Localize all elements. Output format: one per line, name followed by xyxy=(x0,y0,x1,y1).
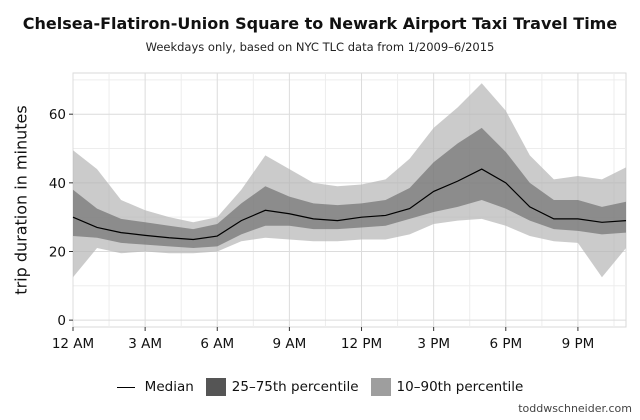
chart-title: Chelsea-Flatiron-Union Square to Newark … xyxy=(22,14,618,33)
x-tick-label: 12 AM xyxy=(52,336,94,352)
legend-label-median: Median xyxy=(144,379,194,395)
x-tick-label: 3 AM xyxy=(128,336,162,352)
y-axis: 0 20 40 60 xyxy=(49,107,73,329)
series-line-median xyxy=(72,168,627,241)
legend-item-iqr: 25–75th percentile xyxy=(205,378,359,396)
band-25-75th-percentile xyxy=(73,127,626,249)
x-axis: 12 AM 3 AM 6 AM 9 AM 12 PM 3 PM 6 PM 9 PM xyxy=(52,327,594,352)
legend-swatch-p10-90 xyxy=(370,378,391,396)
x-tick-label: 12 PM xyxy=(341,336,382,352)
legend: Median 25–75th percentile 10–90th percen… xyxy=(0,378,640,396)
legend-item-median: Median xyxy=(116,379,194,395)
bands xyxy=(73,83,626,278)
x-tick-label: 6 AM xyxy=(200,336,234,352)
x-tick-label: 9 PM xyxy=(562,336,595,352)
x-tick-label: 6 PM xyxy=(489,336,522,352)
legend-item-p10-90: 10–90th percentile xyxy=(370,378,524,396)
lines xyxy=(72,168,627,241)
y-tick-label: 40 xyxy=(49,176,66,192)
x-tick-label: 3 PM xyxy=(417,336,450,352)
legend-label-p10-90: 10–90th percentile xyxy=(396,379,524,395)
chart-subtitle: Weekdays only, based on NYC TLC data fro… xyxy=(145,40,495,54)
x-tick-label: 9 AM xyxy=(273,336,307,352)
legend-swatch-iqr xyxy=(205,378,226,396)
legend-line-median xyxy=(116,386,135,388)
y-tick-label: 20 xyxy=(49,244,66,260)
legend-label-iqr: 25–75th percentile xyxy=(231,379,359,395)
credit: toddwschneider.com xyxy=(518,402,632,415)
y-tick-label: 60 xyxy=(49,107,66,123)
y-tick-label: 0 xyxy=(57,313,66,329)
y-axis-label: trip duration in minutes xyxy=(12,105,31,294)
